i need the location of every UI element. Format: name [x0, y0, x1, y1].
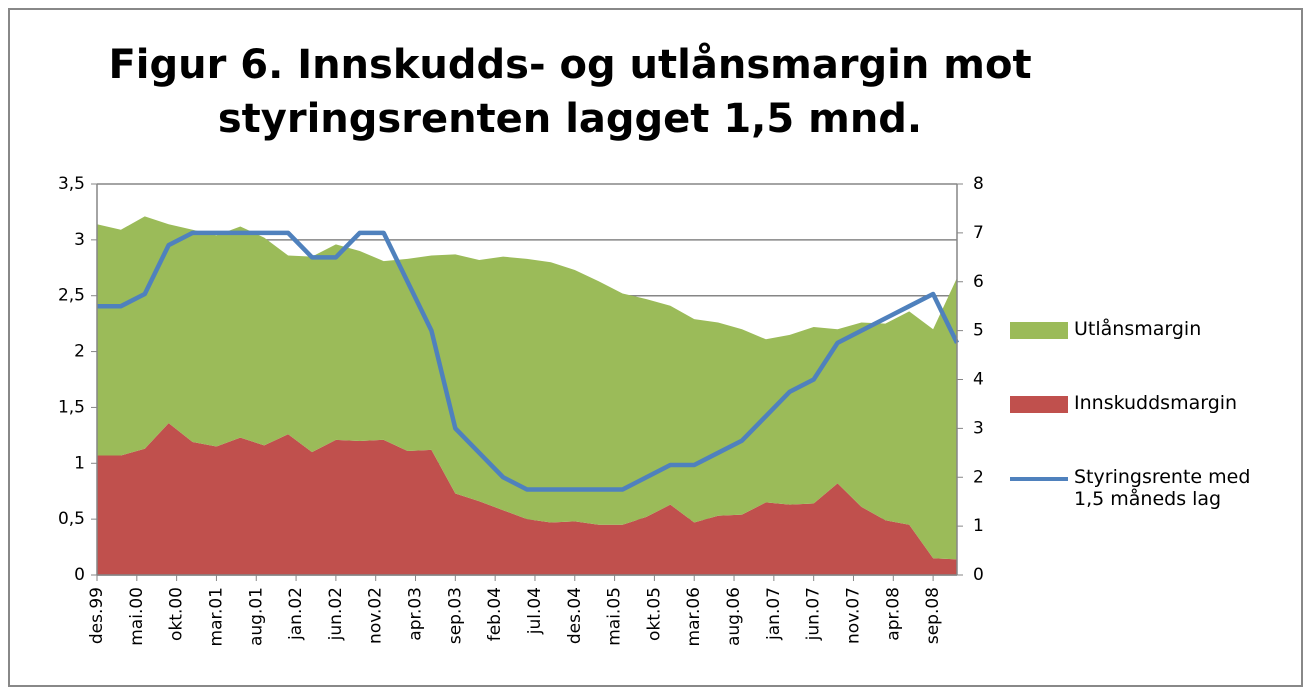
chart-frame: [8, 8, 1303, 687]
x-tick-label: jun.07: [804, 587, 824, 641]
y2-tick-label: 2: [973, 467, 984, 487]
y2-tick-label: 1: [973, 516, 984, 536]
x-tick-label: okt.05: [644, 587, 664, 641]
y-tick-label: 2,5: [58, 286, 85, 306]
x-tick-label: jan.07: [764, 587, 784, 641]
x-tick-label: sep.08: [923, 587, 943, 644]
y-tick-label: 3,5: [58, 174, 85, 194]
x-tick-label: des.04: [565, 587, 585, 644]
x-tick-label: aug.01: [246, 587, 266, 646]
y2-tick-label: 8: [973, 174, 984, 194]
x-tick-label: sep.03: [445, 587, 465, 644]
x-tick-label: mar.01: [206, 587, 226, 646]
y-tick-label: 3: [74, 230, 85, 250]
x-tick-label: jul.04: [525, 587, 545, 635]
legend-swatch: [1010, 477, 1068, 481]
y-tick-label: 2: [74, 342, 85, 362]
x-tick-label: des.99: [87, 587, 107, 644]
x-tick-label: nov.02: [366, 587, 386, 644]
y-tick-label: 0: [74, 565, 85, 585]
chart-title: Figur 6. Innskudds- og utlånsmargin mot …: [108, 42, 1032, 142]
legend-item: Innskuddsmargin: [1010, 392, 1254, 414]
x-tick-label: mai.05: [605, 587, 625, 646]
x-tick-label: mar.06: [684, 587, 704, 646]
x-tick-label: apr.03: [406, 587, 426, 641]
x-tick-label: jun.02: [326, 587, 346, 641]
y2-tick-label: 7: [973, 223, 984, 243]
legend-swatch: [1010, 396, 1068, 413]
x-tick-label: feb.04: [485, 587, 505, 641]
line: [97, 230, 960, 492]
x-tick-label: nov.07: [843, 587, 863, 644]
y2-tick-label: 6: [973, 272, 984, 292]
area: [97, 423, 957, 575]
x-tick-label: jan.02: [286, 587, 306, 641]
y2-tick-label: 4: [973, 370, 984, 390]
y2-tick-label: 0: [973, 565, 984, 585]
x-tick-label: mai.00: [127, 587, 147, 646]
y-tick-label: 1: [74, 453, 85, 473]
x-tick-label: okt.00: [167, 587, 187, 641]
legend-label: Utlånsmargin: [1074, 318, 1202, 340]
x-tick-label: aug.06: [724, 587, 744, 646]
legend-label: Styringsrente med 1,5 måneds lag: [1074, 466, 1251, 510]
y2-tick-label: 3: [973, 418, 984, 438]
y-tick-label: 0,5: [58, 509, 85, 529]
legend-item: Utlånsmargin: [1010, 318, 1254, 340]
legend-label: Innskuddsmargin: [1074, 392, 1238, 414]
legend-swatch: [1010, 322, 1068, 339]
legend-item: Styringsrente med 1,5 måneds lag: [1010, 466, 1254, 510]
y-tick-label: 1,5: [58, 397, 85, 417]
area: [97, 216, 957, 560]
x-tick-label: apr.08: [883, 587, 903, 641]
y2-tick-label: 5: [973, 321, 984, 341]
